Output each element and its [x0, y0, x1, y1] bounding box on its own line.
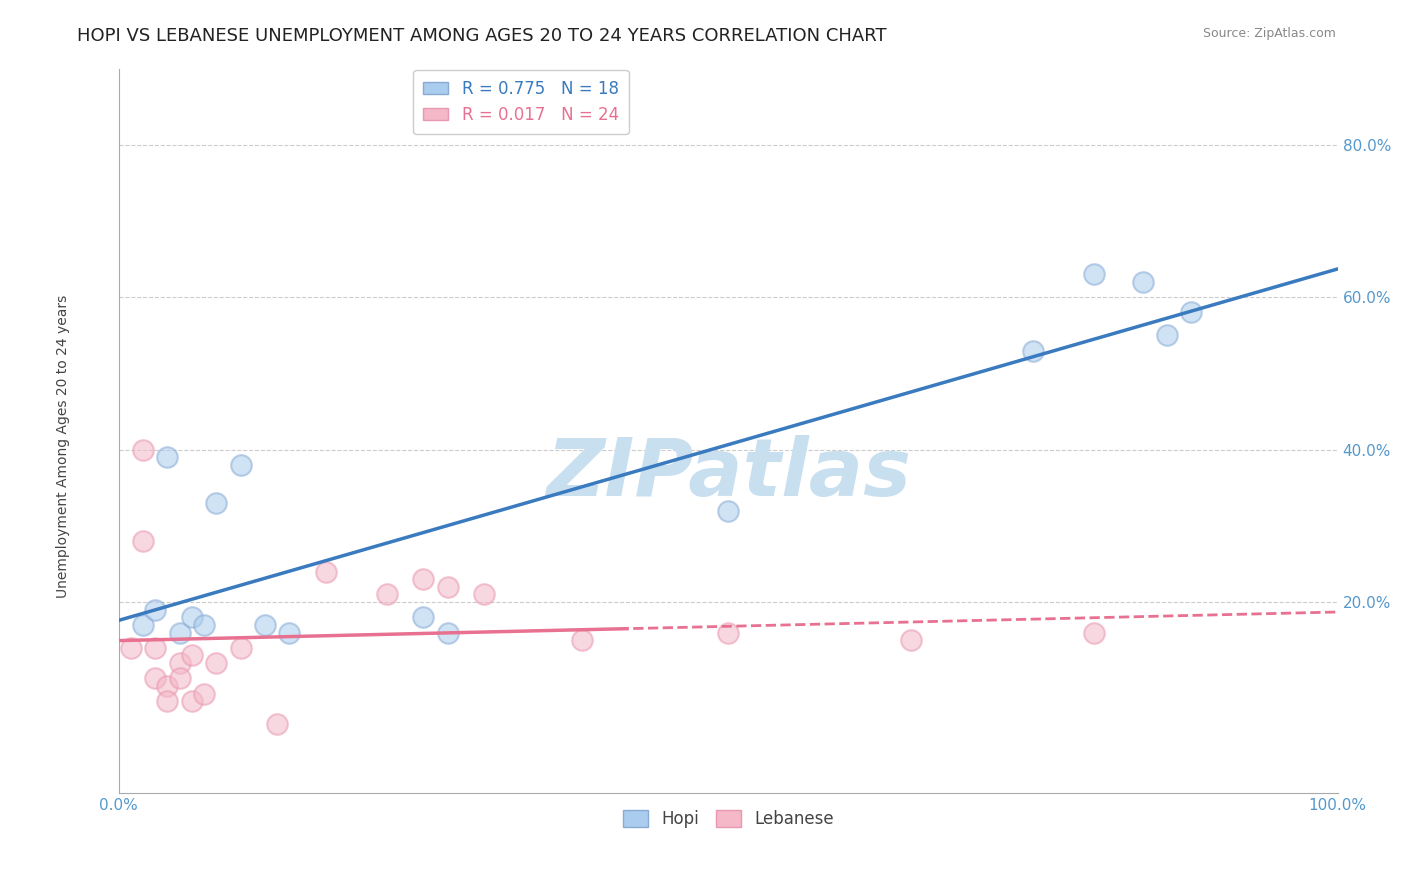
Point	[474, 587, 496, 601]
Point	[375, 587, 398, 601]
Point	[143, 640, 166, 655]
Point	[193, 618, 215, 632]
Point	[132, 618, 155, 632]
Point	[717, 625, 740, 640]
Point	[169, 625, 191, 640]
Text: Source: ZipAtlas.com: Source: ZipAtlas.com	[1202, 27, 1336, 40]
Point	[1132, 275, 1154, 289]
Point	[156, 450, 179, 465]
Point	[1083, 268, 1105, 282]
Point	[180, 610, 202, 624]
Point	[132, 442, 155, 457]
Point	[717, 503, 740, 517]
Point	[229, 640, 252, 655]
Point	[412, 572, 434, 586]
Point	[156, 694, 179, 708]
Point	[278, 625, 301, 640]
Point	[193, 687, 215, 701]
Text: HOPI VS LEBANESE UNEMPLOYMENT AMONG AGES 20 TO 24 YEARS CORRELATION CHART: HOPI VS LEBANESE UNEMPLOYMENT AMONG AGES…	[77, 27, 887, 45]
Text: Unemployment Among Ages 20 to 24 years: Unemployment Among Ages 20 to 24 years	[56, 294, 70, 598]
Point	[412, 610, 434, 624]
Point	[1180, 305, 1202, 319]
Point	[229, 458, 252, 472]
Point	[205, 496, 228, 510]
Point	[143, 603, 166, 617]
Point	[132, 534, 155, 549]
Point	[437, 625, 460, 640]
Point	[143, 671, 166, 685]
Point	[266, 717, 288, 731]
Point	[180, 648, 202, 663]
Point	[1022, 343, 1045, 358]
Point	[1156, 328, 1178, 343]
Point	[315, 565, 337, 579]
Legend: Hopi, Lebanese: Hopi, Lebanese	[616, 804, 841, 835]
Point	[156, 679, 179, 693]
Text: ZIPatlas: ZIPatlas	[546, 435, 911, 513]
Point	[180, 694, 202, 708]
Point	[169, 671, 191, 685]
Point	[571, 633, 593, 648]
Point	[205, 656, 228, 670]
Point	[900, 633, 922, 648]
Point	[437, 580, 460, 594]
Point	[1083, 625, 1105, 640]
Point	[120, 640, 142, 655]
Point	[169, 656, 191, 670]
Point	[253, 618, 276, 632]
